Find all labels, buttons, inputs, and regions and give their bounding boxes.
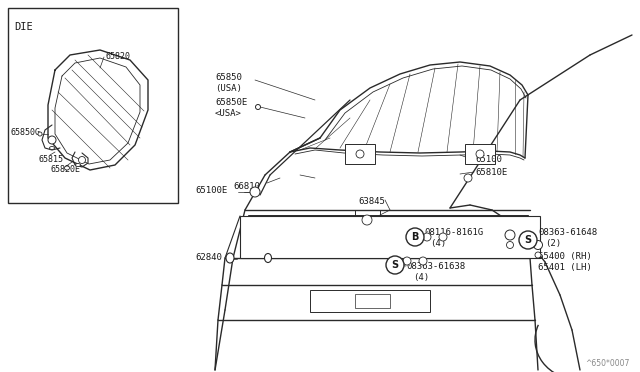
Text: B: B (412, 232, 419, 242)
Bar (355, 294, 390, 308)
Circle shape (356, 150, 364, 158)
Ellipse shape (264, 253, 271, 263)
Text: S: S (524, 235, 532, 245)
Circle shape (48, 136, 56, 144)
Text: 65815: 65815 (38, 155, 63, 164)
Circle shape (464, 174, 472, 182)
Circle shape (250, 187, 260, 197)
Text: (4): (4) (430, 239, 446, 248)
Bar (8, 8, 178, 203)
Text: 65100: 65100 (475, 155, 502, 164)
Circle shape (406, 228, 424, 246)
Text: 08363-61648: 08363-61648 (538, 228, 597, 237)
Circle shape (386, 256, 404, 274)
Circle shape (519, 231, 537, 249)
Circle shape (79, 157, 86, 164)
Bar (465, 144, 495, 164)
Circle shape (419, 257, 427, 265)
Text: 65820: 65820 (105, 52, 130, 61)
Text: <USA>: <USA> (215, 109, 242, 118)
Ellipse shape (38, 132, 42, 136)
Circle shape (403, 257, 411, 265)
Bar (240, 216, 540, 258)
Circle shape (505, 230, 515, 240)
Circle shape (476, 150, 484, 158)
Text: 08363-61638: 08363-61638 (406, 262, 465, 271)
Text: 66810: 66810 (233, 182, 260, 191)
Text: 65820E: 65820E (50, 165, 80, 174)
Text: (2): (2) (545, 239, 561, 248)
Text: (USA): (USA) (215, 84, 242, 93)
Ellipse shape (226, 253, 234, 263)
Text: (4): (4) (413, 273, 429, 282)
Bar (345, 144, 375, 164)
Circle shape (423, 233, 431, 241)
Text: 65400 (RH): 65400 (RH) (538, 252, 592, 261)
Text: 63845: 63845 (358, 197, 385, 206)
Bar (310, 290, 430, 312)
Circle shape (362, 215, 372, 225)
Circle shape (439, 233, 447, 241)
Ellipse shape (49, 147, 54, 150)
Text: 65850G: 65850G (10, 128, 40, 137)
Text: 62840: 62840 (195, 253, 222, 262)
Text: ^650*0007: ^650*0007 (586, 359, 630, 368)
Ellipse shape (65, 166, 70, 170)
Text: 65850E: 65850E (215, 98, 247, 107)
Ellipse shape (76, 164, 81, 167)
Circle shape (534, 241, 543, 250)
Text: 65850: 65850 (215, 73, 242, 82)
Ellipse shape (255, 105, 260, 109)
Circle shape (506, 241, 513, 248)
Text: 65401 (LH): 65401 (LH) (538, 263, 592, 272)
Text: 65810E: 65810E (475, 168, 508, 177)
Text: S: S (392, 260, 399, 270)
Circle shape (535, 252, 541, 258)
Text: 65100E: 65100E (195, 186, 227, 195)
Text: DIE: DIE (14, 22, 33, 32)
Text: 08116-8161G: 08116-8161G (424, 228, 483, 237)
